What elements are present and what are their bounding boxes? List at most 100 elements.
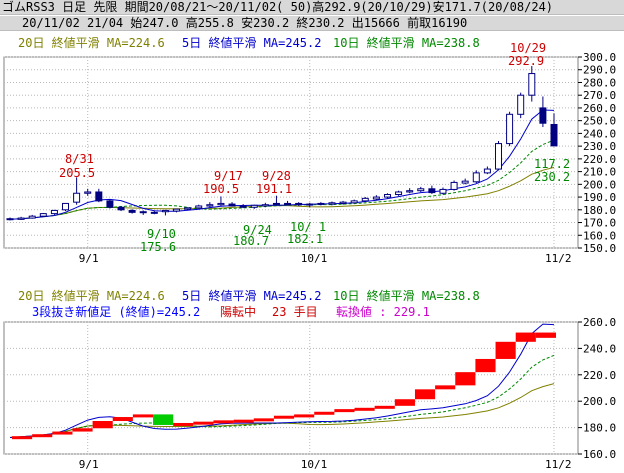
candle-body-down	[284, 202, 292, 205]
brick-up	[294, 414, 315, 418]
bottom-x-tick-label: 11/2	[545, 458, 572, 471]
top-y-tick-label: 220.0	[583, 153, 616, 166]
candle-body-up	[472, 172, 480, 183]
top-y-tick-label: 180.0	[583, 204, 616, 217]
top-y-tick-label: 240.0	[583, 127, 616, 140]
brick-up	[72, 428, 93, 432]
brick-up	[112, 417, 133, 421]
bottom-plot-frame	[3, 321, 579, 455]
candle-body-up	[528, 73, 536, 96]
annot-high-0917-date: 9/17	[214, 169, 243, 183]
candle-body-up	[461, 180, 469, 184]
candle-body-up	[50, 209, 58, 215]
top-y-tick-label: 170.0	[583, 217, 616, 230]
top-y-tick-label: 160.0	[583, 229, 616, 242]
candle-body-down	[117, 206, 125, 211]
candle-body-up	[517, 94, 525, 115]
annot-high-1029-value: 292.9	[508, 54, 544, 68]
bottom-info-switch: 転換値 : 229.1	[336, 304, 430, 319]
top-plot-frame	[3, 56, 579, 249]
top-y-tick-label: 290.0	[583, 64, 616, 77]
candle-body-up	[62, 202, 70, 211]
bottom-info-count: 23 手目	[272, 305, 318, 319]
bottom-x-axis: 9/1 10/1 11/2	[79, 458, 572, 471]
candle-body-down	[239, 205, 247, 208]
candle-body-up	[439, 188, 447, 194]
candle-body-down	[6, 218, 14, 221]
brick-up	[92, 421, 113, 429]
candle-body-up	[250, 204, 258, 208]
candle-body-down	[295, 202, 303, 206]
bottom-legend-ma20: 20日 終値平滑 MA=224.6	[18, 288, 165, 303]
top-y-tick-label: 260.0	[583, 102, 616, 115]
top-y-axis: 300.0290.0280.0270.0260.0250.0240.0230.0…	[578, 51, 616, 255]
candle-body-up	[339, 201, 347, 204]
brick-up	[314, 411, 335, 415]
annot-low-0924-value: 180.7	[233, 234, 269, 248]
top-x-tick-label: 10/1	[301, 252, 328, 265]
top-y-tick-label: 210.0	[583, 166, 616, 179]
candle-body-up	[417, 188, 425, 192]
bottom-y-tick-label: 260.0	[583, 316, 616, 329]
candle-body-up	[483, 168, 491, 174]
annot-last-ma20: 230.2	[534, 170, 570, 184]
header-price-bar: 20/11/02 21/04 始247.0 高255.8 安230.2 終230…	[0, 16, 624, 31]
annot-high-0831-date: 8/31	[65, 152, 94, 166]
candle-body-down	[128, 209, 136, 213]
top-legend-ma5: 5日 終値平滑 MA=245.2	[182, 35, 321, 50]
candle-body-up	[350, 200, 358, 204]
candle-body-up	[494, 143, 502, 170]
brick-up	[233, 419, 254, 423]
brick-up	[32, 434, 53, 438]
brick-up	[213, 420, 234, 424]
brick-up	[374, 405, 395, 409]
candle-body-up	[184, 207, 192, 210]
bottom-y-tick-label: 220.0	[583, 369, 616, 382]
top-y-tick-label: 250.0	[583, 115, 616, 128]
candle-body-up	[306, 203, 314, 206]
candle-body-up	[28, 215, 36, 219]
top-grid	[4, 56, 578, 249]
bottom-legend-ma10: 10日 終値平滑 MA=238.8	[333, 288, 480, 303]
top-x-tick-label: 9/1	[79, 252, 99, 265]
candle-body-up	[173, 208, 181, 212]
bottom-info-label: 3段抜き新値足 (終値)=245.2	[32, 304, 200, 319]
candle-body-up	[261, 204, 269, 207]
top-x-axis: 9/1 10/1 11/2	[79, 252, 572, 265]
candle-body-up	[361, 197, 369, 202]
bottom-x-tick-label: 9/1	[79, 458, 99, 471]
candle-body-up	[317, 202, 325, 205]
annot-last-ma10: 117.2	[534, 157, 570, 171]
annot-high-1029-date: 10/29	[510, 41, 546, 55]
candle-body-down	[106, 200, 114, 208]
brick-up	[12, 436, 33, 440]
top-candles	[6, 66, 558, 221]
brick-up	[173, 422, 194, 426]
header-title-bar: ゴムRSS3 日足 先限 期間20/08/21～20/11/02( 50)高29…	[0, 0, 624, 15]
bottom-bricks	[12, 332, 556, 440]
candle-body-up	[150, 211, 158, 214]
top-y-tick-label: 300.0	[583, 51, 616, 64]
top-y-tick-label: 190.0	[583, 191, 616, 204]
candle-body-up	[195, 205, 203, 209]
brick-up	[414, 389, 436, 400]
candle-body-up	[139, 211, 147, 214]
brick-up	[394, 399, 415, 406]
brick-up	[515, 332, 536, 342]
header-line-2: 20/11/02 21/04 始247.0 高255.8 安230.2 終230…	[22, 16, 468, 30]
candle-body-up	[73, 192, 81, 203]
brick-up	[535, 332, 556, 338]
brick-up	[435, 385, 456, 390]
candle-body-up	[450, 181, 458, 190]
bottom-y-axis: 260.0 240.0 220.0 200.0 180.0 160.0	[578, 316, 616, 461]
annot-high-0928-value: 191.1	[256, 182, 292, 196]
candle-body-up	[217, 202, 225, 206]
candlestick-panel: 300.0290.0280.0270.0260.0250.0240.0230.0…	[3, 35, 616, 265]
top-y-tick-label: 150.0	[583, 242, 616, 255]
candle-body-up	[328, 202, 336, 205]
top-y-tick-label: 230.0	[583, 140, 616, 153]
candle-body-down	[228, 203, 236, 207]
annot-low-0924-date: 9/24	[243, 223, 272, 237]
candle-body-up	[506, 113, 514, 145]
